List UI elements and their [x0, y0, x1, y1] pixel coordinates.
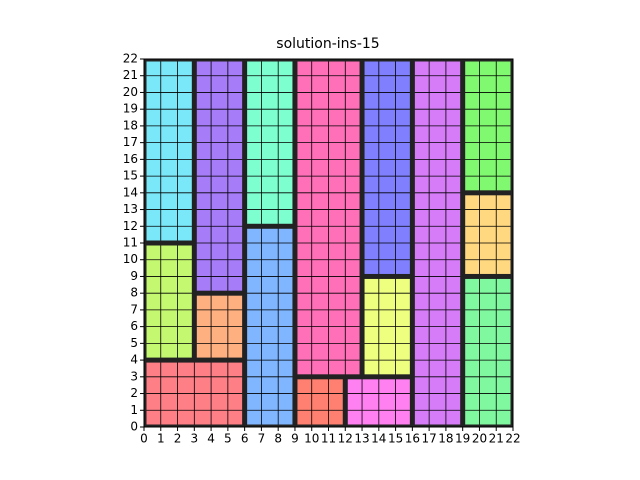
y-tick-label: 1 — [130, 403, 138, 417]
y-tick-label: 5 — [130, 336, 138, 350]
rect-border — [193, 292, 246, 361]
x-tick-label: 11 — [321, 432, 336, 446]
x-tick-label: 22 — [505, 432, 520, 446]
rect-border — [411, 58, 464, 428]
y-tick-label: 13 — [123, 202, 138, 216]
y-tick-label: 12 — [123, 219, 138, 233]
rect-border — [294, 58, 363, 378]
y-tick-label: 0 — [130, 420, 138, 434]
rect-border — [344, 376, 413, 428]
rect-border — [244, 225, 296, 428]
y-tick-label: 20 — [123, 85, 138, 99]
x-tick-label: 17 — [421, 432, 436, 446]
x-tick-label: 10 — [304, 432, 319, 446]
rect-border — [143, 359, 246, 428]
rect-border — [462, 58, 514, 194]
packed-rect — [294, 376, 346, 427]
x-tick-label: 18 — [438, 432, 453, 446]
x-tick-label: 7 — [258, 432, 266, 446]
x-tick-label: 4 — [207, 432, 215, 446]
y-tick-label: 6 — [130, 319, 138, 333]
y-tick-label: 21 — [123, 68, 138, 82]
x-tick-label: 5 — [224, 432, 232, 446]
x-tick-label: 21 — [489, 432, 504, 446]
x-tick-label: 6 — [241, 432, 249, 446]
y-tick-label: 9 — [130, 269, 138, 283]
rect-border — [244, 58, 296, 227]
y-tick-label: 8 — [130, 286, 138, 300]
y-tick-label: 10 — [123, 252, 138, 266]
rect-border — [143, 242, 195, 361]
y-tick-label: 4 — [130, 353, 138, 367]
x-tick-label: 14 — [371, 432, 386, 446]
x-tick-label: 19 — [455, 432, 470, 446]
y-tick-label: 14 — [123, 185, 138, 199]
packed-rect — [462, 276, 513, 427]
rect-border — [361, 275, 413, 378]
rect-border — [193, 58, 246, 294]
y-tick-label: 7 — [130, 302, 138, 316]
x-tick-label: 15 — [388, 432, 403, 446]
x-tick-label: 2 — [174, 432, 182, 446]
x-tick-label: 16 — [405, 432, 420, 446]
y-tick-label: 11 — [123, 236, 138, 250]
packed-rect — [144, 59, 195, 243]
y-tick-label: 15 — [123, 169, 138, 183]
y-tick-label: 2 — [130, 386, 138, 400]
rect-border — [361, 58, 413, 277]
y-tick-label: 18 — [123, 118, 138, 132]
packed-rect — [462, 192, 513, 277]
x-tick-label: 9 — [291, 432, 299, 446]
rect-border — [143, 58, 195, 244]
rect-border — [294, 376, 346, 428]
x-tick-label: 12 — [338, 432, 353, 446]
x-tick-label: 20 — [472, 432, 487, 446]
y-tick-label: 3 — [130, 369, 138, 383]
y-tick-label: 22 — [123, 52, 138, 66]
rect-border — [462, 192, 514, 277]
x-tick-label: 1 — [157, 432, 165, 446]
packed-rect — [144, 243, 195, 361]
x-tick-label: 3 — [190, 432, 198, 446]
y-tick-label: 17 — [123, 135, 138, 149]
rect-border — [462, 275, 514, 428]
x-tick-label: 0 — [140, 432, 148, 446]
y-tick-label: 19 — [123, 102, 138, 116]
packed-rect — [362, 59, 413, 277]
chart-title: solution-ins-15 — [276, 36, 379, 52]
x-tick-label: 8 — [274, 432, 282, 446]
x-tick-label: 13 — [354, 432, 369, 446]
y-tick-label: 16 — [123, 152, 138, 166]
